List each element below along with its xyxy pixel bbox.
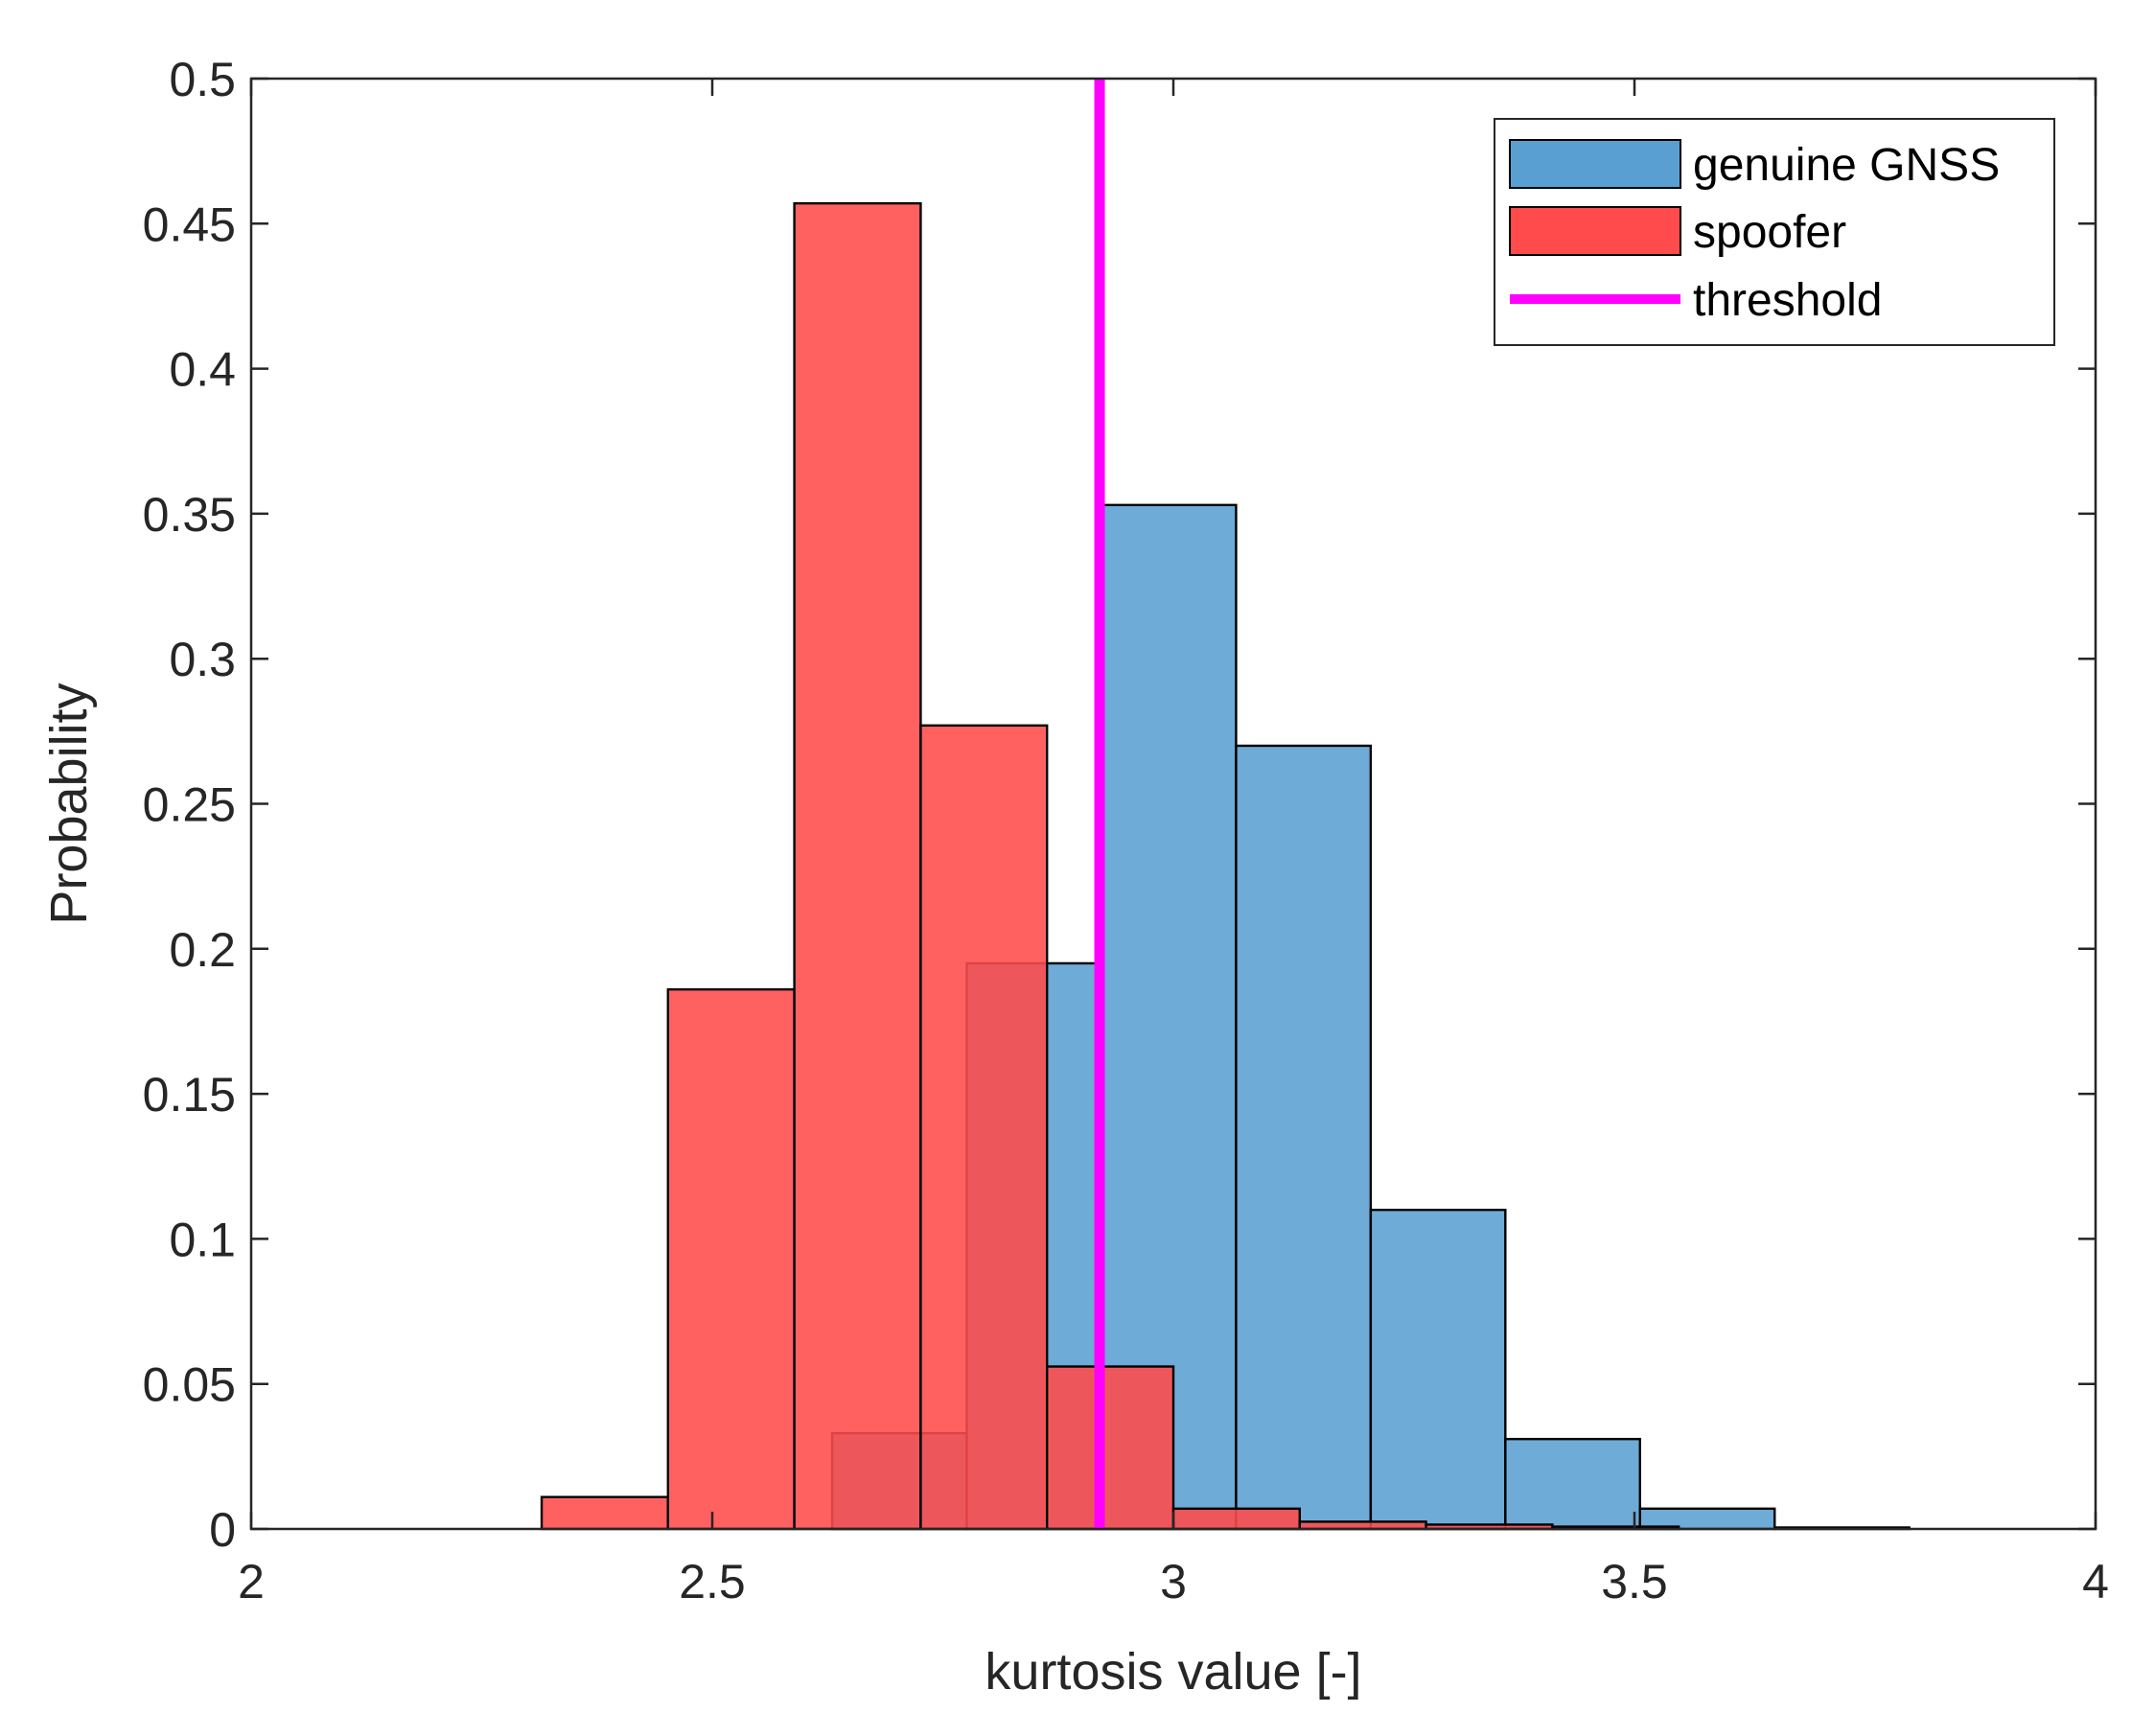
y-tick-label: 0.25 [143,778,236,832]
spoofer-bar-1 [540,1495,670,1531]
y-axis-label: Probability [40,683,98,924]
genuine-gnss-bar-5 [1369,1208,1507,1531]
spoofer-bar-4 [919,724,1049,1531]
legend-swatch-spoofer [1509,206,1681,256]
y-tick-label: 0.45 [143,197,236,251]
y-tick-label: 0.5 [169,53,236,106]
x-tick-label: 2.5 [679,1555,746,1609]
y-tick-label: 0.4 [169,343,236,397]
legend: genuine GNSS spoofer threshold [1494,118,2055,346]
x-axis-label: kurtosis value [-] [985,1643,1361,1701]
spoofer-bar-2 [666,987,796,1531]
x-tick-label: 3.5 [1601,1555,1668,1609]
y-tick-label: 0.05 [143,1358,236,1412]
spoofer-bar-5 [1046,1365,1175,1531]
legend-label-spoofer: spoofer [1693,207,1846,258]
y-tick-label: 0.35 [143,488,236,542]
spoofer-bars [540,201,1680,1531]
spoofer-bar-3 [793,201,922,1531]
x-tick-label: 2 [238,1555,265,1609]
legend-swatch-genuine-gnss [1509,139,1681,189]
genuine-gnss-bar-3 [1100,503,1238,1531]
axis-ticks [249,77,2097,1531]
y-tick-label: 0 [209,1503,236,1557]
y-tick-label: 0.2 [169,923,236,977]
y-tick-labels: 0 0.05 0.1 0.15 0.2 0.25 0.3 0.35 0.4 0.45 0.5 [143,53,236,1557]
y-tick-label: 0.15 [143,1068,236,1122]
y-tick-label: 0.3 [169,633,236,686]
genuine-gnss-bar-4 [1235,744,1373,1531]
x-tick-labels: 2 2.5 3 3.5 4 [238,1555,2109,1609]
x-tick-label: 4 [2082,1555,2109,1609]
genuine-gnss-bar-6 [1504,1437,1641,1531]
legend-label-threshold: threshold [1693,275,1882,326]
legend-label-genuine-gnss: genuine GNSS [1693,140,2000,191]
spoofer-bar-6 [1171,1507,1301,1531]
y-tick-label: 0.1 [169,1213,236,1266]
x-tick-label: 3 [1160,1555,1187,1609]
